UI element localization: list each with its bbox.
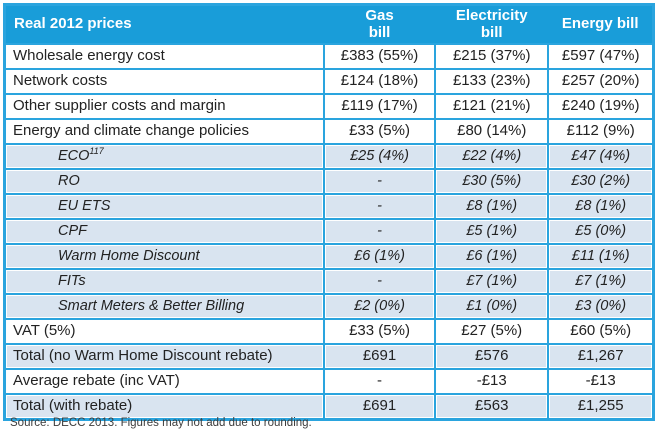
cell-electricity: £27 (5%): [434, 318, 550, 345]
table-row-fits: FITs - £7 (1%) £7 (1%): [3, 268, 655, 295]
cell-energy: £597 (47%): [547, 43, 655, 70]
row-label: RO: [3, 168, 325, 195]
table-row-cpf: CPF - £5 (1%) £5 (0%): [3, 218, 655, 245]
cell-energy: £60 (5%): [547, 318, 655, 345]
cell-gas: £691: [322, 343, 437, 370]
energy-bill-breakdown-table: Real 2012 prices Gas bill Electricity bi…: [3, 3, 655, 421]
cell-gas: -: [322, 193, 437, 220]
cell-energy: £7 (1%): [547, 268, 655, 295]
cell-gas: £119 (17%): [322, 93, 437, 120]
cell-energy: £1,267: [547, 343, 655, 370]
cell-energy: £11 (1%): [547, 243, 655, 270]
cell-electricity: £6 (1%): [434, 243, 550, 270]
row-label: Smart Meters & Better Billing: [3, 293, 325, 320]
row-label: Wholesale energy cost: [3, 43, 325, 70]
cell-electricity: £22 (4%): [434, 143, 550, 170]
cell-gas: £25 (4%): [322, 143, 437, 170]
cell-electricity: £8 (1%): [434, 193, 550, 220]
cell-gas: £6 (1%): [322, 243, 437, 270]
row-label: Total (no Warm Home Discount rebate): [3, 343, 325, 370]
cell-electricity: £80 (14%): [434, 118, 550, 145]
cell-gas: -: [322, 168, 437, 195]
table-row-smart-meters: Smart Meters & Better Billing £2 (0%) £1…: [3, 293, 655, 320]
row-label: Total (with rebate): [3, 393, 325, 421]
cell-energy: £8 (1%): [547, 193, 655, 220]
cell-electricity: £576: [434, 343, 550, 370]
cell-energy: £1,255: [547, 393, 655, 421]
header-electricity-bill: Electricity bill: [435, 4, 549, 44]
header-real-2012-prices: Real 2012 prices: [4, 4, 324, 44]
row-label: FITs: [3, 268, 325, 295]
cell-energy: £240 (19%): [547, 93, 655, 120]
cell-energy: £30 (2%): [547, 168, 655, 195]
cell-gas: £691: [322, 393, 437, 421]
table-row-ro: RO - £30 (5%) £30 (2%): [3, 168, 655, 195]
cell-electricity: £1 (0%): [434, 293, 550, 320]
table-row-warm-home-discount: Warm Home Discount £6 (1%) £6 (1%) £11 (…: [3, 243, 655, 270]
table-row-wholesale: Wholesale energy cost £383 (55%) £215 (3…: [3, 43, 655, 70]
cell-energy: £257 (20%): [547, 68, 655, 95]
eco-footnote-ref: 117: [89, 145, 104, 156]
table-row-network: Network costs £124 (18%) £133 (23%) £257…: [3, 68, 655, 95]
cell-electricity: £215 (37%): [434, 43, 550, 70]
cell-electricity: £133 (23%): [434, 68, 550, 95]
cell-energy: -£13: [547, 368, 655, 395]
cell-electricity: £30 (5%): [434, 168, 550, 195]
cell-electricity: £563: [434, 393, 550, 421]
cell-gas: -: [322, 268, 437, 295]
table-header-row: Real 2012 prices Gas bill Electricity bi…: [4, 4, 654, 44]
table-row-policies: Energy and climate change policies £33 (…: [3, 118, 655, 145]
table-row-other-supplier: Other supplier costs and margin £119 (17…: [3, 93, 655, 120]
table-row-average-rebate: Average rebate (inc VAT) - -£13 -£13: [3, 368, 655, 395]
row-label: Other supplier costs and margin: [3, 93, 325, 120]
table-row-total-no-rebate: Total (no Warm Home Discount rebate) £69…: [3, 343, 655, 370]
cell-energy: £5 (0%): [547, 218, 655, 245]
header-gas-bill: Gas bill: [323, 4, 436, 44]
row-label: Network costs: [3, 68, 325, 95]
cell-energy: £112 (9%): [547, 118, 655, 145]
table-row-vat: VAT (5%) £33 (5%) £27 (5%) £60 (5%): [3, 318, 655, 345]
cell-gas: £124 (18%): [322, 68, 437, 95]
row-label: Average rebate (inc VAT): [3, 368, 325, 395]
cell-gas: -: [322, 368, 437, 395]
cell-gas: £2 (0%): [322, 293, 437, 320]
cell-energy: £47 (4%): [547, 143, 655, 170]
cell-electricity: -£13: [434, 368, 550, 395]
cell-gas: -: [322, 218, 437, 245]
cell-electricity: £7 (1%): [434, 268, 550, 295]
header-energy-bill: Energy bill: [548, 4, 654, 44]
source-note: Source: DECC 2013. Figures may not add d…: [10, 417, 312, 429]
row-label: Energy and climate change policies: [3, 118, 325, 145]
row-label: EU ETS: [3, 193, 325, 220]
cell-electricity: £5 (1%): [434, 218, 550, 245]
row-label: CPF: [3, 218, 325, 245]
cell-gas: £33 (5%): [322, 318, 437, 345]
eco-label: ECO: [58, 147, 90, 164]
row-label: Warm Home Discount: [3, 243, 325, 270]
row-label: ECO117: [3, 143, 325, 170]
cell-gas: £33 (5%): [322, 118, 437, 145]
row-label: VAT (5%): [3, 318, 325, 345]
cell-energy: £3 (0%): [547, 293, 655, 320]
table-row-eu-ets: EU ETS - £8 (1%) £8 (1%): [3, 193, 655, 220]
table-row-eco: ECO117 £25 (4%) £22 (4%) £47 (4%): [3, 143, 655, 170]
table-row-total-with-rebate: Total (with rebate) £691 £563 £1,255: [3, 393, 655, 421]
cell-electricity: £121 (21%): [434, 93, 550, 120]
cell-gas: £383 (55%): [322, 43, 437, 70]
